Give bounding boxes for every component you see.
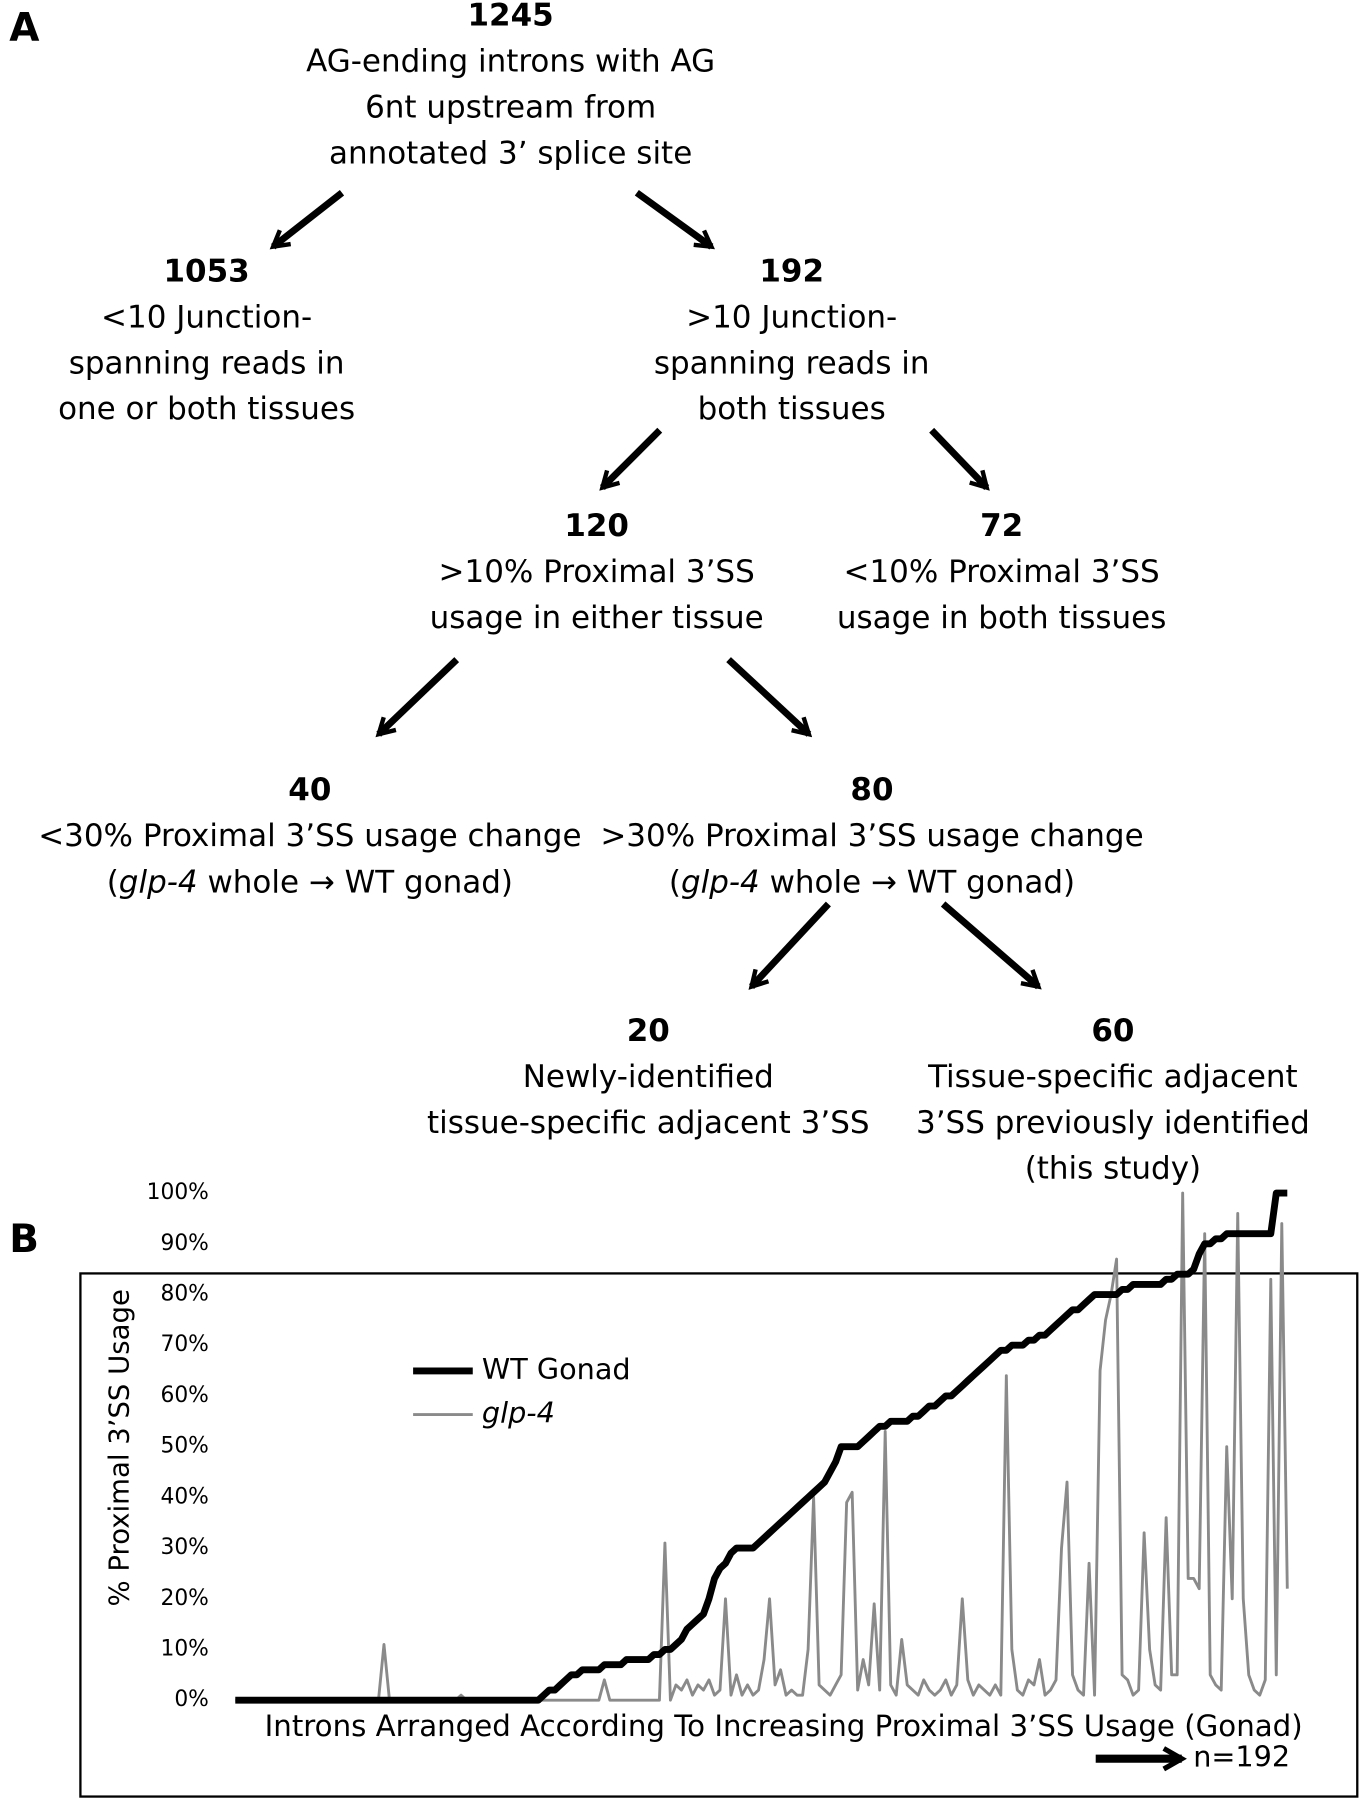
y-tick-label: 80% — [160, 1282, 208, 1307]
node-text: AG-ending introns with AG — [306, 44, 715, 80]
node-text: annotated 3’ splice site — [329, 135, 692, 171]
node-text: <10 Junction- — [101, 299, 312, 335]
text-part: ( — [107, 864, 119, 900]
y-tick-label: 10% — [160, 1636, 208, 1661]
node-count: 192 — [759, 254, 824, 290]
legend-label: WT Gonad — [482, 1352, 631, 1386]
node-text: usage in both tissues — [837, 600, 1166, 636]
node-count: 120 — [564, 508, 629, 544]
node-count: 20 — [627, 1013, 670, 1049]
node-text: >30% Proximal 3’SS usage change — [600, 818, 1143, 854]
node-text: >10 Junction- — [686, 299, 897, 335]
text-part: glp-4 — [119, 864, 198, 900]
arrow — [375, 657, 460, 738]
node-text: spanning reads in — [654, 345, 930, 381]
series-line — [235, 1189, 1288, 1704]
node-text: one or both tissues — [58, 391, 355, 427]
y-tick-label: 70% — [160, 1332, 208, 1357]
node-count: 40 — [288, 772, 331, 808]
text-part: whole → WT gonad) — [760, 864, 1075, 900]
node-text: tissue-specific adjacent 3’SS — [427, 1105, 870, 1141]
text-part: glp-4 — [681, 864, 760, 900]
y-tick-label: 20% — [160, 1586, 208, 1611]
legend-label: glp-4 — [482, 1396, 555, 1430]
node-text: spanning reads in — [69, 345, 345, 381]
y-axis-label: % Proximal 3’SS Usage — [104, 1289, 136, 1606]
y-tick-label: 0% — [174, 1687, 209, 1712]
y-tick-label: 100% — [147, 1180, 209, 1205]
arrow — [599, 427, 663, 491]
node-text: (this study) — [1025, 1151, 1201, 1187]
node-text: (glp-4 whole → WT gonad) — [107, 864, 513, 900]
node-text: both tissues — [698, 391, 886, 427]
node-count: 72 — [980, 508, 1023, 544]
panel-label: B — [9, 1217, 39, 1262]
series-line — [235, 1191, 1289, 1702]
node-text: Newly-identified — [523, 1059, 774, 1095]
arrow — [929, 427, 990, 491]
node-text: <10% Proximal 3’SS — [844, 554, 1160, 590]
y-tick-label: 60% — [160, 1383, 208, 1408]
y-tick-label: 40% — [160, 1484, 208, 1509]
text-part: ( — [669, 864, 681, 900]
chart-frame — [79, 1272, 1359, 1798]
y-tick-label: 90% — [160, 1231, 208, 1256]
node-count: 1053 — [164, 254, 250, 290]
panel-label: A — [9, 5, 39, 50]
arrow — [726, 657, 813, 738]
node-text: Tissue-specific adjacent — [927, 1059, 1298, 1095]
node-text: 6nt upstream from — [365, 89, 656, 125]
node-text: <30% Proximal 3’SS usage change — [38, 818, 581, 854]
node-text: 3’SS previously identified — [916, 1105, 1310, 1141]
x-axis-label: Introns Arranged According To Increasing… — [265, 1709, 1303, 1743]
arrow — [269, 190, 345, 250]
node-count: 80 — [850, 772, 893, 808]
node-text: (glp-4 whole → WT gonad) — [669, 864, 1075, 900]
text-part: whole → WT gonad) — [198, 864, 513, 900]
node-text: >10% Proximal 3’SS — [439, 554, 755, 590]
annotation: n=192 — [1193, 1740, 1290, 1774]
node-count: 60 — [1091, 1013, 1134, 1049]
node-count: 1245 — [468, 0, 554, 34]
y-tick-label: 30% — [160, 1535, 208, 1560]
node-text: usage in either tissue — [430, 600, 764, 636]
arrow — [940, 901, 1042, 990]
arrow — [634, 189, 715, 250]
y-tick-label: 50% — [160, 1434, 208, 1459]
arrow — [748, 901, 831, 990]
